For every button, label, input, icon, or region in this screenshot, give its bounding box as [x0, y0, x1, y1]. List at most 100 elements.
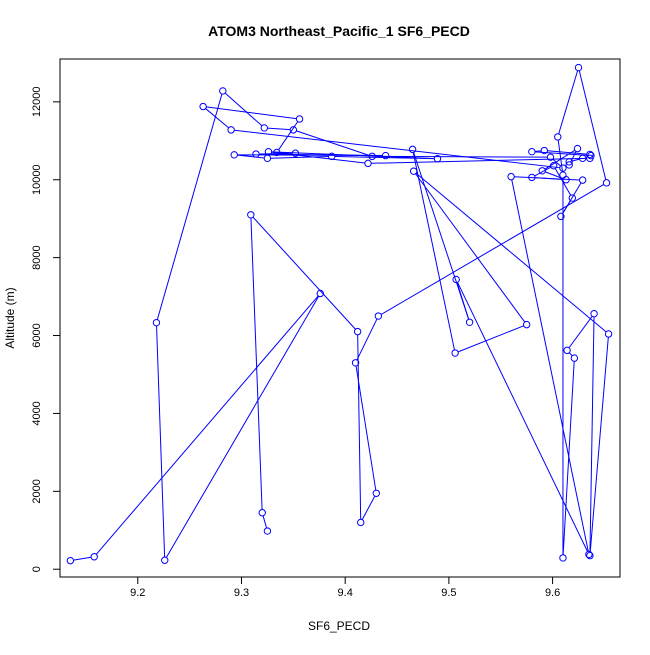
series-segment: [589, 316, 595, 553]
series-segment: [562, 182, 582, 214]
data-point: [604, 330, 613, 338]
series-segment: [156, 325, 166, 558]
series-segment: [578, 70, 607, 180]
series-segment: [457, 325, 524, 353]
series-segment: [558, 70, 579, 134]
data-point: [328, 152, 336, 161]
data-point: [563, 346, 571, 355]
data-point: [528, 147, 536, 156]
data-point: [161, 556, 169, 564]
data-point: [273, 148, 281, 157]
data-point: [565, 158, 573, 166]
data-point: [372, 489, 380, 497]
data-point: [590, 310, 598, 318]
series-segment: [415, 173, 526, 323]
series-segment: [552, 158, 561, 167]
data-point: [260, 124, 268, 132]
series-segment: [355, 365, 377, 491]
data-point: [90, 553, 98, 561]
x-axis: 9.2 9.3 9.4 9.5 9.6: [130, 576, 560, 599]
series-segment: [514, 176, 580, 181]
data-point: [264, 147, 273, 156]
series-segment: [206, 106, 297, 120]
data-point: [230, 151, 238, 159]
data-point: [381, 151, 390, 160]
series-segment: [296, 130, 370, 156]
data-point: [578, 176, 587, 184]
x-tick-label: 9.5: [441, 587, 456, 599]
series-segment: [413, 152, 470, 320]
data-point: [559, 171, 567, 179]
series-segment: [570, 151, 577, 163]
data-point: [546, 153, 555, 161]
series-segment: [165, 295, 320, 558]
series-segment: [271, 151, 365, 164]
series-segment: [534, 150, 542, 152]
data-point: [452, 275, 460, 284]
data-point: [66, 556, 75, 565]
series-segment: [371, 157, 587, 164]
data-point: [587, 151, 595, 160]
series-segment: [95, 295, 319, 555]
data-point: [357, 518, 365, 527]
series-segment: [250, 217, 263, 510]
series-segment: [234, 129, 560, 169]
data-point: [295, 115, 304, 123]
data-point: [433, 155, 442, 163]
series-segment: [562, 361, 575, 555]
series-segment: [589, 337, 609, 553]
series-segment: [568, 352, 573, 357]
series-layer: [66, 63, 613, 565]
y-axis: 0 2000 4000 6000 8000 10000 12000: [31, 87, 61, 572]
x-tick-label: 9.4: [338, 587, 353, 599]
y-tick-label: 10000: [31, 164, 43, 195]
data-point: [522, 320, 531, 329]
series-segment: [252, 216, 356, 330]
data-point: [585, 550, 593, 559]
data-point: [247, 211, 255, 219]
data-point: [316, 289, 324, 298]
series-segment: [415, 172, 607, 333]
data-point: [263, 527, 272, 535]
data-point: [602, 179, 611, 187]
data-point: [291, 149, 300, 157]
series-segment: [224, 92, 263, 127]
data-point: [451, 349, 459, 357]
series-segment: [205, 108, 229, 129]
data-point: [409, 167, 418, 175]
data-point: [374, 312, 383, 320]
data-point: [559, 164, 567, 172]
data-point: [554, 133, 562, 141]
series-segment: [270, 155, 329, 159]
series-segment: [237, 154, 265, 159]
data-point: [578, 154, 587, 163]
series-segment: [557, 139, 564, 172]
data-point: [219, 87, 227, 95]
series-segment: [535, 151, 588, 156]
data-point: [258, 509, 266, 517]
data-point: [408, 145, 417, 154]
series-segment: [511, 179, 589, 552]
data-point: [549, 162, 558, 170]
series-segment: [361, 495, 376, 520]
x-tick-label: 9.6: [545, 587, 560, 599]
series-segment: [356, 318, 378, 361]
y-tick-label: 6000: [31, 323, 43, 347]
data-point: [557, 212, 565, 221]
data-point: [538, 167, 546, 175]
data-point: [353, 327, 362, 336]
data-point: [364, 159, 372, 168]
series-0: [66, 63, 613, 565]
series-segment: [534, 166, 552, 177]
series-segment: [572, 158, 580, 162]
data-point: [565, 161, 573, 169]
y-tick-label: 4000: [31, 401, 43, 425]
y-tick-label: 8000: [31, 245, 43, 269]
data-point: [199, 102, 207, 111]
y-tick-label: 0: [31, 566, 43, 572]
data-point: [252, 150, 260, 158]
data-point: [540, 146, 548, 155]
data-point: [586, 551, 594, 560]
